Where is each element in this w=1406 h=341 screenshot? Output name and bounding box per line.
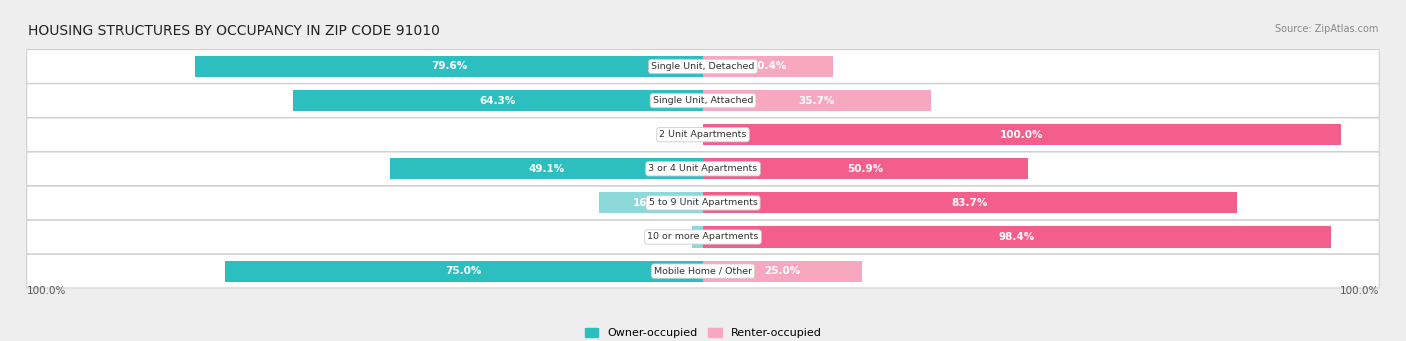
- Text: 100.0%: 100.0%: [1000, 130, 1043, 140]
- Text: 10 or more Apartments: 10 or more Apartments: [647, 233, 759, 241]
- Text: 0.0%: 0.0%: [668, 130, 693, 140]
- Text: 1.7%: 1.7%: [657, 232, 682, 242]
- Text: 79.6%: 79.6%: [432, 61, 467, 72]
- Text: 100.0%: 100.0%: [1340, 286, 1379, 296]
- Bar: [703, 90, 931, 111]
- Bar: [703, 261, 862, 282]
- Text: 64.3%: 64.3%: [479, 95, 516, 106]
- Bar: [389, 158, 703, 179]
- Text: HOUSING STRUCTURES BY OCCUPANCY IN ZIP CODE 91010: HOUSING STRUCTURES BY OCCUPANCY IN ZIP C…: [28, 24, 440, 38]
- Text: Mobile Home / Other: Mobile Home / Other: [654, 267, 752, 276]
- Text: 20.4%: 20.4%: [749, 61, 786, 72]
- Text: 50.9%: 50.9%: [848, 164, 883, 174]
- FancyBboxPatch shape: [27, 220, 1379, 254]
- Bar: [195, 56, 703, 77]
- FancyBboxPatch shape: [27, 84, 1379, 117]
- FancyBboxPatch shape: [27, 186, 1379, 220]
- Text: 16.3%: 16.3%: [633, 198, 669, 208]
- Bar: [703, 56, 834, 77]
- Bar: [599, 192, 703, 213]
- Text: 49.1%: 49.1%: [529, 164, 565, 174]
- Legend: Owner-occupied, Renter-occupied: Owner-occupied, Renter-occupied: [581, 323, 825, 341]
- FancyBboxPatch shape: [27, 254, 1379, 288]
- Bar: [703, 158, 1028, 179]
- Bar: [225, 261, 703, 282]
- Text: Single Unit, Detached: Single Unit, Detached: [651, 62, 755, 71]
- Bar: [292, 90, 703, 111]
- Text: 3 or 4 Unit Apartments: 3 or 4 Unit Apartments: [648, 164, 758, 173]
- Text: Single Unit, Attached: Single Unit, Attached: [652, 96, 754, 105]
- Bar: [703, 226, 1330, 248]
- Text: 2 Unit Apartments: 2 Unit Apartments: [659, 130, 747, 139]
- Text: Source: ZipAtlas.com: Source: ZipAtlas.com: [1274, 24, 1378, 34]
- Bar: [703, 192, 1237, 213]
- Text: 100.0%: 100.0%: [27, 286, 66, 296]
- FancyBboxPatch shape: [27, 118, 1379, 151]
- Text: 35.7%: 35.7%: [799, 95, 835, 106]
- FancyBboxPatch shape: [27, 152, 1379, 186]
- Text: 25.0%: 25.0%: [765, 266, 801, 276]
- Text: 5 to 9 Unit Apartments: 5 to 9 Unit Apartments: [648, 198, 758, 207]
- Text: 75.0%: 75.0%: [446, 266, 482, 276]
- Text: 83.7%: 83.7%: [952, 198, 988, 208]
- Text: 98.4%: 98.4%: [998, 232, 1035, 242]
- FancyBboxPatch shape: [27, 49, 1379, 84]
- Bar: [703, 124, 1341, 145]
- Bar: [692, 226, 703, 248]
